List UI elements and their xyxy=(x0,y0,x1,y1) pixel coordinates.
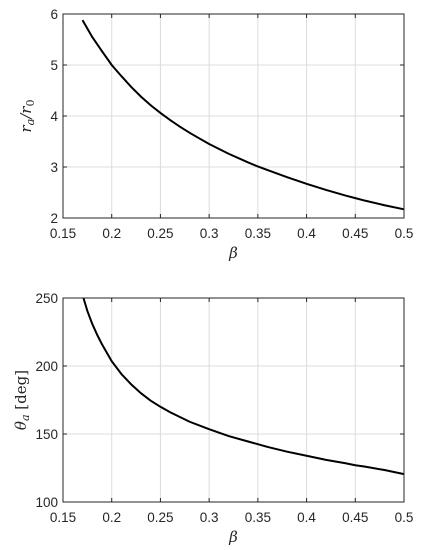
y-tick-label: 3 xyxy=(50,160,58,175)
x-tick-label: 0.25 xyxy=(147,226,173,241)
y-axis-label: θa [deg] xyxy=(12,370,32,430)
x-tick-label: 0.3 xyxy=(200,510,219,525)
y-tick-label: 4 xyxy=(50,109,58,124)
y-tick-label: 100 xyxy=(35,495,58,510)
x-tick-label: 0.2 xyxy=(102,226,121,241)
y-tick-label: 150 xyxy=(35,427,58,442)
x-tick-label: 0.15 xyxy=(50,226,76,241)
y-tick-label: 6 xyxy=(50,7,58,22)
x-tick-label: 0.45 xyxy=(342,226,368,241)
y-axis-label: ra/r0 xyxy=(17,100,37,133)
x-tick-label: 0.4 xyxy=(297,510,316,525)
bottom-plot: 0.15 0.2 0.25 0.3 0.35 0.4 0.45 0.5 100 150 200 250… xyxy=(12,291,413,546)
x-tick-label: 0.4 xyxy=(297,226,316,241)
y-tick-label: 5 xyxy=(50,58,58,73)
y-tick-label: 200 xyxy=(35,359,58,374)
x-tick-label: 0.5 xyxy=(395,510,414,525)
y-tick-label: 2 xyxy=(50,211,58,226)
x-tick-label: 0.35 xyxy=(245,226,271,241)
x-axis-label: β xyxy=(228,244,238,262)
x-tick-label: 0.5 xyxy=(395,226,414,241)
x-tick-label: 0.15 xyxy=(50,510,76,525)
x-axis-label: β xyxy=(228,528,238,546)
x-tick-label: 0.45 xyxy=(342,510,368,525)
series-line xyxy=(81,19,405,211)
plot-frame xyxy=(62,297,405,503)
x-tick-label: 0.3 xyxy=(200,226,219,241)
top-plot: 0.15 0.2 0.25 0.3 0.35 0.4 0.45 0.5 2 3 4 5 6 β ra/r0 xyxy=(17,7,413,262)
y-tick-label: 250 xyxy=(35,291,58,306)
series-line xyxy=(82,297,405,476)
x-tick-label: 0.35 xyxy=(245,510,271,525)
x-tick-label: 0.2 xyxy=(102,510,121,525)
x-tick-label: 0.25 xyxy=(147,510,173,525)
